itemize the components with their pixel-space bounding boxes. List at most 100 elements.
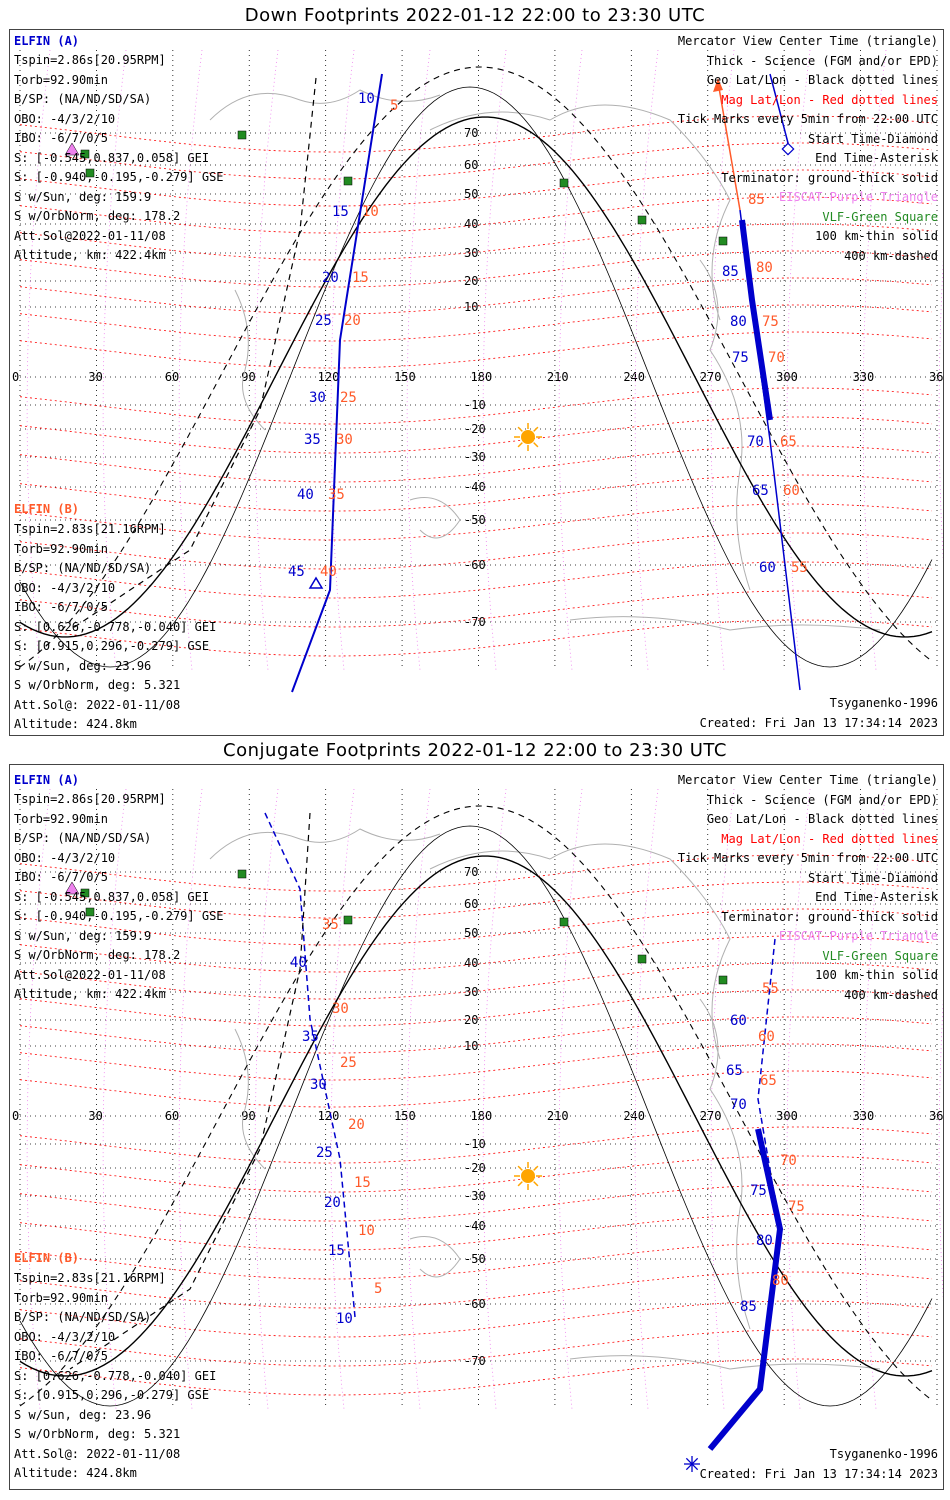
terminator-line <box>19 855 933 1377</box>
elfin-a-info: Tspin=2.86s[20.95RPM] Torb=92.90min B/SP: … <box>14 51 224 266</box>
lon-tick-label: 240 <box>623 370 645 384</box>
orbit-tick-label: 70 <box>730 1097 747 1113</box>
lat-tick-label: 30 <box>464 246 478 260</box>
elfin-b-info-line: S: [0.626,-0.778,-0.040] GEI <box>14 1368 217 1383</box>
orbit-tick-label: 80 <box>756 1233 773 1249</box>
lat-tick-label: -40 <box>464 480 486 494</box>
elfin-a-info-line: S: [-0.940,-0.195,-0.279] GSE <box>14 909 224 923</box>
legend-item: 400 km-dashed <box>844 987 938 1002</box>
orbit-tick-label: 60 <box>759 560 776 576</box>
orbit-tick-label: 30 <box>332 1001 349 1017</box>
elfin-a-info-line: Att.Sol@2022-01-11/08 <box>14 967 166 982</box>
lat-tick-label: 10 <box>464 1039 478 1053</box>
lat-tick-label: -60 <box>464 558 486 572</box>
elfin-b-info-line: S w/Sun, deg: 23.96 <box>14 658 152 673</box>
lon-tick-label: 270 <box>700 370 722 384</box>
orbit-tick-label: 40 <box>320 564 337 580</box>
sun-ray <box>533 442 539 448</box>
orbit-tick-label: 40 <box>290 955 307 971</box>
vlf-square <box>718 236 728 246</box>
mag-lon-line <box>406 788 431 1410</box>
elfin-a-header: ELFIN (A) <box>14 773 80 787</box>
elfin-b-info-line: Att.Sol@: 2022-01-11/08 <box>14 697 181 712</box>
lon-tick-label: 150 <box>394 370 416 384</box>
lon-tick-label: 330 <box>853 370 875 384</box>
orbit-tick-label: 65 <box>760 1073 777 1089</box>
elfin-a-header: ELFIN (A) <box>14 34 80 48</box>
lat-tick-label: -20 <box>464 1161 486 1175</box>
orbit-tick-label: 60 <box>730 1013 747 1029</box>
legend: Mercator View Center Time (triangle) Thic… <box>678 32 938 266</box>
sun-ray <box>517 426 523 432</box>
lon-tick-label: 120 <box>318 370 340 384</box>
legend-item: Start Time-Diamond <box>807 131 938 146</box>
lon-tick-label: 60 <box>165 1109 179 1123</box>
legend-item: Terminator: ground-thick solid <box>721 170 938 185</box>
mag-lon-line <box>254 788 279 1410</box>
vlf-square <box>343 176 353 186</box>
mag-lon-line <box>558 49 583 671</box>
lat-tick-label: -20 <box>464 422 486 436</box>
lon-tick-label: 330 <box>853 1109 875 1123</box>
orbit-tick-label: 20 <box>322 270 339 286</box>
legend-item: Mag Lat/Lon - Red dotted lines <box>721 831 938 846</box>
elfin-b-info-line: S: [0.915,0.296,-0.279] GSE <box>14 1388 210 1402</box>
lon-tick-label: 270 <box>700 1109 722 1123</box>
coastline <box>209 89 441 121</box>
elfin-a-info-line: S: [-0.545,0.837,0.058] GEI <box>14 889 210 904</box>
lat-tick-label: 40 <box>464 217 478 231</box>
elfin-b-info-line: IBO: -6/7/0/5 <box>14 1349 108 1363</box>
lat-tick-label: 40 <box>464 956 478 970</box>
terminator-line <box>19 66 933 668</box>
elfin-a-info-line: Att.Sol@2022-01-11/08 <box>14 228 166 243</box>
orbit-tick-label: 75 <box>732 350 749 366</box>
elfin-b-info: Tspin=2.83s[21.16RPM] Torb=92.90min B/SP: … <box>14 1269 216 1484</box>
lon-tick-label: 180 <box>471 370 493 384</box>
orbit-tick-label: 25 <box>340 390 357 406</box>
eiscat-triangle <box>64 142 80 156</box>
lat-tick-label: -10 <box>464 1137 486 1151</box>
legend-item: Geo Lat/Lon - Black dotted lines <box>706 73 938 87</box>
mag-lon-line <box>558 788 583 1410</box>
lat-tick-label: 70 <box>464 126 478 140</box>
lat-tick-label: -40 <box>464 1219 486 1233</box>
legend-item: Terminator: ground-thick solid <box>721 909 938 924</box>
legend-item: End Time-Asterisk <box>815 890 938 904</box>
elfin-a-info-line: Altitude, km: 422.4km <box>14 987 166 1001</box>
vlf-square <box>80 888 90 898</box>
orbit-tick-label: 70 <box>747 434 764 450</box>
coastline <box>209 828 441 860</box>
map-canvas: 0 30 60 90 120 150 180 210 240 270 300 330 360 70 60 50… <box>12 788 943 1472</box>
orbit-tick-label: 15 <box>328 1243 345 1259</box>
legend-item: Mag Lat/Lon - Red dotted lines <box>721 92 938 107</box>
elfin-a-info-line: IBO: -6/7/0/5 <box>14 131 108 145</box>
elfin-a-info-line: B/SP: (NA/ND/SD/SA) <box>14 831 152 845</box>
sun-ray <box>517 442 523 448</box>
elfin-a-upper-track <box>769 73 789 144</box>
elfin-b-info-line: B/SP: (NA/ND/SD/SA) <box>14 1310 152 1324</box>
vlf-square <box>637 215 647 225</box>
orbit-tick-label: 65 <box>726 1063 743 1079</box>
terminator-line <box>19 805 933 1407</box>
mag-lon-line <box>482 49 507 671</box>
terminator-line <box>19 86 933 668</box>
lat-tick-label: 50 <box>464 926 478 940</box>
legend-item: 400 km-dashed <box>844 248 938 263</box>
elfin-b-info-line: Tspin=2.83s[21.16RPM] <box>14 1271 166 1285</box>
elfin-b-info-line: S: [0.915,0.296,-0.279] GSE <box>14 639 210 653</box>
legend-item: 100 km-thin solid <box>815 229 938 243</box>
coastline <box>429 843 731 1060</box>
orbit-tick-label: 30 <box>310 1077 327 1093</box>
vlf-square <box>718 975 728 985</box>
elfin-b-info-line: S w/Sun, deg: 23.96 <box>14 1407 152 1422</box>
coastline <box>409 497 461 539</box>
mag-lon-line <box>254 49 279 671</box>
elfin-b-info-line: S w/OrbNorm, deg: 5.321 <box>14 678 181 692</box>
elfin-b-info: Tspin=2.83s[21.16RPM] Torb=92.90min B/SP: … <box>14 520 216 735</box>
science-thick-track <box>739 219 773 421</box>
vlf-square <box>343 915 353 925</box>
elfin-b-info-line: B/SP: (NA/ND/SD/SA) <box>14 561 152 575</box>
orbit-tick-label: 75 <box>762 314 779 330</box>
lat-tick-label: 10 <box>464 300 478 314</box>
vlf-square <box>85 907 95 917</box>
